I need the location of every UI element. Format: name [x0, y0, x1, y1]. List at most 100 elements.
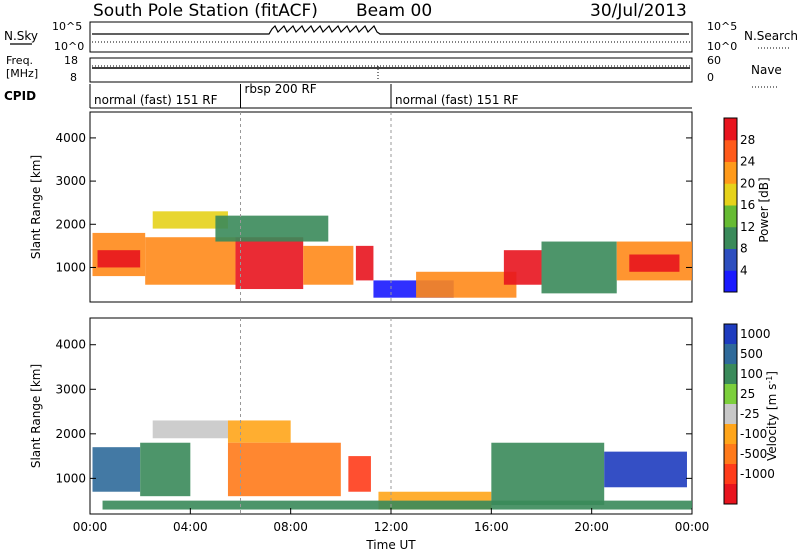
nsky-tick-top: 10^5 [52, 20, 82, 33]
scatter-band [503, 250, 542, 285]
nsearch-tick-top: 10^5 [707, 20, 737, 33]
x-tick-label: 00:00 [73, 520, 108, 534]
colorbar-frame [723, 323, 738, 505]
colorbar-swatch [724, 384, 737, 405]
cpid-label: CPID [4, 89, 36, 103]
power-colorbar-label: Power [dB] [757, 177, 771, 242]
colorbar-swatch [724, 161, 737, 184]
x-tick-label: 04:00 [173, 520, 208, 534]
scatter-band [348, 456, 371, 492]
beam-title: Beam 00 [356, 1, 432, 21]
scatter-band [629, 254, 680, 272]
scatter-band [541, 241, 617, 294]
scatter-band [604, 451, 687, 488]
colorbar-tick-label: 25 [740, 387, 755, 401]
x-tick-label: 20:00 [574, 520, 609, 534]
x-tick-label: 16:00 [474, 520, 509, 534]
freq-label: Freq. [6, 54, 33, 67]
colorbar-swatch [724, 248, 737, 271]
scatter-band [140, 442, 191, 497]
colorbar-tick-label: 12 [740, 220, 755, 234]
colorbar-swatch [724, 424, 737, 445]
freq-panel: Freq. [MHz] 18 8 60 0 Nave [6, 54, 782, 88]
scatter-band [97, 250, 141, 268]
x-tick-label: 12:00 [374, 520, 409, 534]
scatter-band [145, 237, 236, 285]
power-panel: 1000 2000 3000 4000 Slant Range [km] 4 8 12 16… [29, 111, 771, 303]
scatter-band [152, 211, 228, 229]
freq-unit-label: [MHz] [6, 67, 38, 80]
scatter-band [102, 500, 692, 510]
colorbar-swatch [724, 118, 737, 141]
y-tick-label: 2000 [55, 217, 86, 231]
freq-tick-bottom: 8 [70, 71, 77, 84]
colorbar-swatch [724, 444, 737, 465]
nsky-panel: N.Sky 10^5 10^0 10^5 10^0 N.Search [4, 20, 798, 53]
x-axis-label: Time UT [365, 538, 416, 552]
colorbar-tick-label: 8 [740, 242, 748, 256]
velocity-ylabel: Slant Range [km] [29, 364, 43, 468]
y-tick-label: 1000 [55, 260, 86, 274]
colorbar-swatch [724, 464, 737, 485]
colorbar-swatch [724, 344, 737, 365]
scatter-band [227, 442, 341, 497]
nsearch-label: N.Search [744, 29, 798, 43]
colorbar-tick-label: 500 [740, 347, 763, 361]
colorbar-tick-label: 4 [740, 263, 748, 277]
y-tick-label: 3000 [55, 382, 86, 396]
colorbar-tick-label: 28 [740, 133, 755, 147]
nsky-tick-bottom: 10^0 [54, 40, 84, 53]
velocity-panel: 1000 2000 3000 4000 Slant Range [km] 1000 50… [29, 317, 780, 552]
nave-label: Nave [751, 63, 782, 77]
nsearch-tick-bottom: 10^0 [707, 40, 737, 53]
colorbar-tick-label: 100 [740, 367, 763, 381]
nave-tick-bottom: 0 [707, 71, 714, 84]
nave-tick-top: 60 [707, 54, 721, 67]
cpid-segment-label: normal (fast) 151 RF [94, 93, 218, 107]
y-tick-label: 1000 [55, 471, 86, 485]
station-title: South Pole Station (fitACF) [93, 1, 318, 21]
cpid-panel: CPID normal (fast) 151 RF rbsp 200 RF norm… [4, 82, 692, 109]
y-tick-label: 4000 [55, 131, 86, 145]
scatter-band [303, 245, 354, 285]
colorbar-swatch [724, 270, 737, 293]
nsky-line [92, 24, 689, 35]
y-tick-label: 3000 [55, 174, 86, 188]
colorbar-tick-label: 1000 [740, 327, 771, 341]
scatter-band [227, 420, 291, 443]
colorbar-tick-label: 24 [740, 155, 755, 169]
colorbar-tick-label: 20 [740, 176, 755, 190]
colorbar-swatch [724, 484, 737, 505]
colorbar-swatch [724, 364, 737, 385]
scatter-band [491, 442, 605, 506]
y-tick-label: 2000 [55, 427, 86, 441]
date-title: 30/Jul/2013 [590, 1, 687, 21]
colorbar-swatch [724, 183, 737, 206]
colorbar-swatch [724, 226, 737, 249]
x-tick-label: 00:00 [675, 520, 710, 534]
scatter-band [235, 237, 304, 290]
velocity-colorbar-label: Velocity [m s-1] [765, 371, 780, 461]
freq-tick-top: 18 [64, 54, 78, 67]
colorbar-tick-label: 16 [740, 198, 755, 212]
colorbar-tick-label: -25 [740, 407, 760, 421]
colorbar-tick-label: -500 [740, 447, 767, 461]
colorbar-swatch [724, 404, 737, 425]
colorbar-swatch [724, 139, 737, 162]
scatter-band [92, 447, 141, 492]
colorbar-frame [723, 117, 738, 293]
colorbar-tick-label: -100 [740, 427, 767, 441]
power-ylabel: Slant Range [km] [29, 155, 43, 259]
nsky-label: N.Sky [4, 29, 38, 43]
scatter-band [152, 420, 228, 439]
scatter-band [215, 215, 329, 242]
colorbar-swatch [724, 324, 737, 345]
x-tick-label: 08:00 [273, 520, 308, 534]
colorbar-swatch [724, 205, 737, 228]
y-tick-label: 4000 [55, 338, 86, 352]
colorbar-tick-label: -1000 [740, 467, 775, 481]
scatter-band [355, 245, 374, 281]
cpid-segment-label: normal (fast) 151 RF [395, 93, 519, 107]
scatter-band [416, 271, 517, 298]
